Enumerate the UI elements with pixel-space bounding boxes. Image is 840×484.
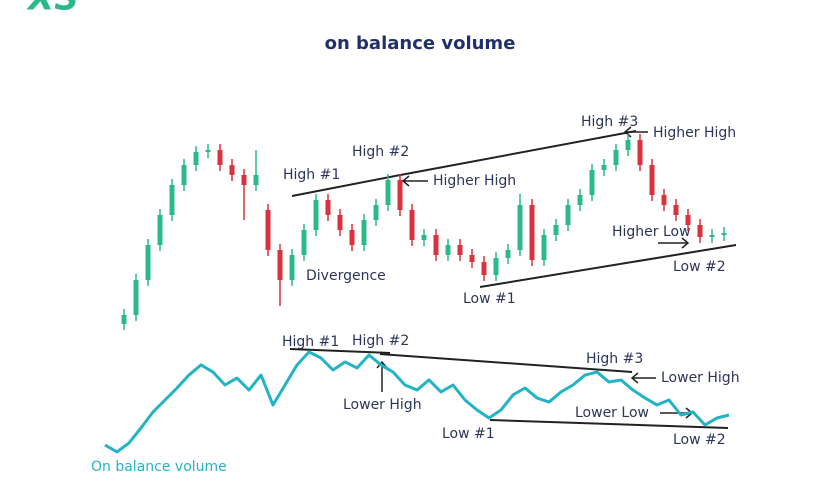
annotation: Low #2 bbox=[673, 259, 726, 275]
candle-body bbox=[409, 210, 415, 240]
candle-body bbox=[673, 205, 679, 215]
candle-body bbox=[517, 205, 523, 250]
candle-body bbox=[541, 235, 547, 260]
trend-lines bbox=[289, 130, 737, 429]
candle-body bbox=[253, 175, 259, 185]
candle-body bbox=[721, 233, 727, 235]
candle-body bbox=[553, 225, 559, 235]
candle-body bbox=[301, 230, 307, 255]
line-series bbox=[104, 350, 730, 454]
candle-body bbox=[457, 245, 463, 255]
candle-body bbox=[385, 180, 391, 205]
candle-body bbox=[241, 175, 247, 185]
annotation: Low #2 bbox=[673, 432, 726, 448]
candle-body bbox=[529, 205, 535, 260]
candle-body bbox=[565, 205, 571, 225]
candle-body bbox=[229, 165, 235, 175]
candle-body bbox=[493, 258, 499, 275]
candle-body bbox=[445, 245, 451, 255]
candle-body bbox=[205, 150, 211, 152]
annotation: High #1 bbox=[283, 167, 340, 183]
candle-body bbox=[325, 200, 331, 215]
candle-body bbox=[685, 215, 691, 225]
annotation: Low #1 bbox=[442, 426, 495, 442]
annotation: Lower High bbox=[661, 370, 740, 386]
candle-body bbox=[265, 210, 271, 250]
candle-body bbox=[193, 152, 199, 165]
annotation: High #3 bbox=[586, 351, 643, 367]
annotation: Lower High bbox=[343, 397, 422, 413]
candle-body bbox=[313, 200, 319, 230]
candle-body bbox=[577, 195, 583, 205]
annotation: Higher High bbox=[653, 125, 736, 141]
candle-body bbox=[433, 235, 439, 255]
candle-body bbox=[337, 215, 343, 230]
annotation: Divergence bbox=[306, 268, 386, 284]
candle-body bbox=[661, 195, 667, 205]
candle-body bbox=[709, 235, 715, 237]
candle-body bbox=[505, 250, 511, 258]
legend-label: On balance volume bbox=[91, 459, 227, 475]
candle-body bbox=[589, 170, 595, 195]
annotation: Lower Low bbox=[575, 405, 649, 421]
annotation: High #2 bbox=[352, 333, 409, 349]
annotation: Higher Low bbox=[612, 224, 691, 240]
annotations: High #1 High #2 Higher High High #3 High… bbox=[91, 114, 740, 475]
candle-body bbox=[289, 255, 295, 280]
candle-body bbox=[277, 250, 283, 280]
chart-title: on balance volume bbox=[325, 33, 516, 54]
candle-body bbox=[613, 150, 619, 165]
candle-body bbox=[157, 215, 163, 245]
candle-body bbox=[637, 140, 643, 165]
candle-body bbox=[361, 220, 367, 245]
candle-body bbox=[373, 205, 379, 220]
annotation: High #1 bbox=[282, 334, 339, 350]
candle-body bbox=[145, 245, 151, 280]
annotation: Low #1 bbox=[463, 291, 516, 307]
candle-body bbox=[697, 225, 703, 237]
logo: XS bbox=[26, 0, 79, 19]
candle-body bbox=[625, 140, 631, 150]
candle-body bbox=[121, 315, 127, 324]
candle-body bbox=[181, 165, 187, 185]
annotation: Higher High bbox=[433, 173, 516, 189]
candle-body bbox=[601, 165, 607, 170]
annotation: High #2 bbox=[352, 144, 409, 160]
annotation: High #3 bbox=[581, 114, 638, 130]
candle-body bbox=[469, 255, 475, 262]
candle-body bbox=[649, 165, 655, 195]
candle-body bbox=[133, 280, 139, 315]
candle-body bbox=[421, 235, 427, 240]
candle-body bbox=[481, 262, 487, 275]
candle-body bbox=[349, 230, 355, 245]
candle-body bbox=[397, 180, 403, 210]
candle-body bbox=[169, 185, 175, 215]
candle-body bbox=[217, 150, 223, 165]
